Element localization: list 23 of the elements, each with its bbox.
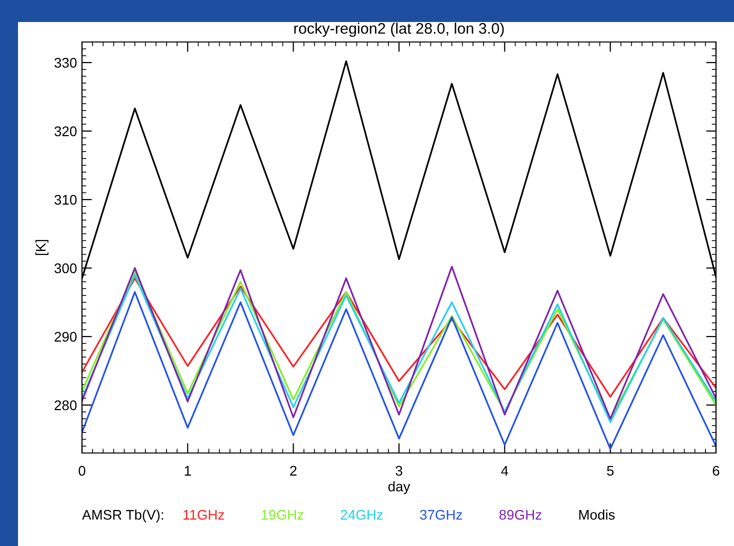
text: 89GHz [499,510,542,520]
x-tick-label: 3 [396,466,402,476]
x-axis-title: day [388,481,410,494]
y-tick-label: 300 [54,263,77,274]
x-tick-label: 1 [184,466,191,476]
x-tick-label: 0 [78,466,86,476]
x-tick-label: 4 [501,466,508,476]
text: 19GHz [262,510,304,520]
y-tick-label: 280 [54,400,77,410]
x-tick-label: 6 [712,466,720,476]
legend-title: AMSR Tb(V): [82,510,164,522]
text: 24GHz [340,510,383,520]
y-axis-title: [K] [35,240,48,255]
y-tick-label: 310 [54,194,77,205]
y-tick-label: 320 [54,126,77,136]
text: Modis [579,510,615,520]
y-tick-label: 290 [54,332,77,342]
text: 11GHz [184,510,224,520]
x-tick-label: 2 [290,466,296,476]
text: 37GHz [420,510,462,520]
y-tick-label: 330 [54,58,77,68]
chart-title: rocky-region2 (lat 28.0, lon 3.0) [294,22,504,37]
x-tick-label: 5 [607,466,614,476]
